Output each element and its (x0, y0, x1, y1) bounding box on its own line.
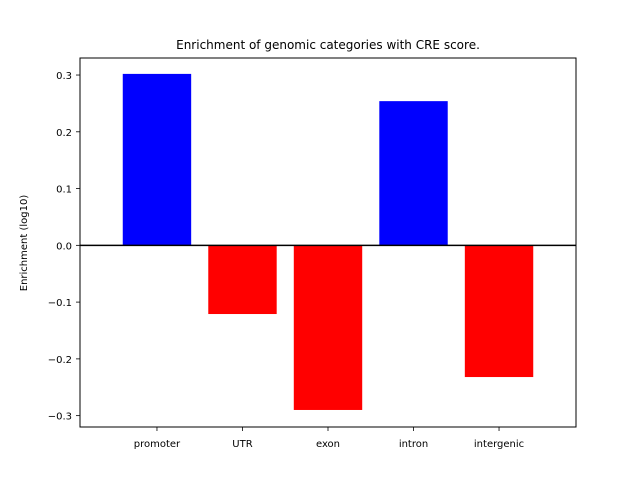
bar-intergenic (464, 245, 534, 378)
y-axis-label: Enrichment (log10) (19, 195, 30, 292)
plot-frame (79, 57, 577, 428)
x-tick-label: intron (399, 439, 428, 450)
bar-utr (208, 245, 277, 315)
chart-title: Enrichment of genomic categories with CR… (176, 38, 480, 52)
y-tick-label: −0.1 (48, 298, 72, 309)
x-tick-label: intergenic (474, 439, 524, 450)
bars-group (122, 73, 534, 410)
bar-exon (293, 245, 363, 410)
y-axis-ticks: 0.3 0.2 0.1 0.0 −0.1 −0.2 −0.3 (48, 71, 80, 423)
y-tick-label: 0.3 (56, 71, 72, 82)
y-tick-label: 0.0 (56, 241, 72, 252)
x-axis-ticks: promoter UTR exon intron intergenic (134, 427, 524, 450)
x-tick-label: UTR (232, 439, 252, 450)
x-tick-label: exon (316, 439, 340, 450)
y-tick-label: 0.2 (56, 128, 72, 139)
y-tick-label: −0.3 (48, 412, 72, 423)
y-tick-label: 0.1 (56, 185, 72, 196)
y-tick-label: −0.2 (48, 355, 72, 366)
bar-promoter (122, 73, 192, 246)
x-tick-label: promoter (134, 439, 181, 450)
bar-intron (379, 101, 448, 246)
